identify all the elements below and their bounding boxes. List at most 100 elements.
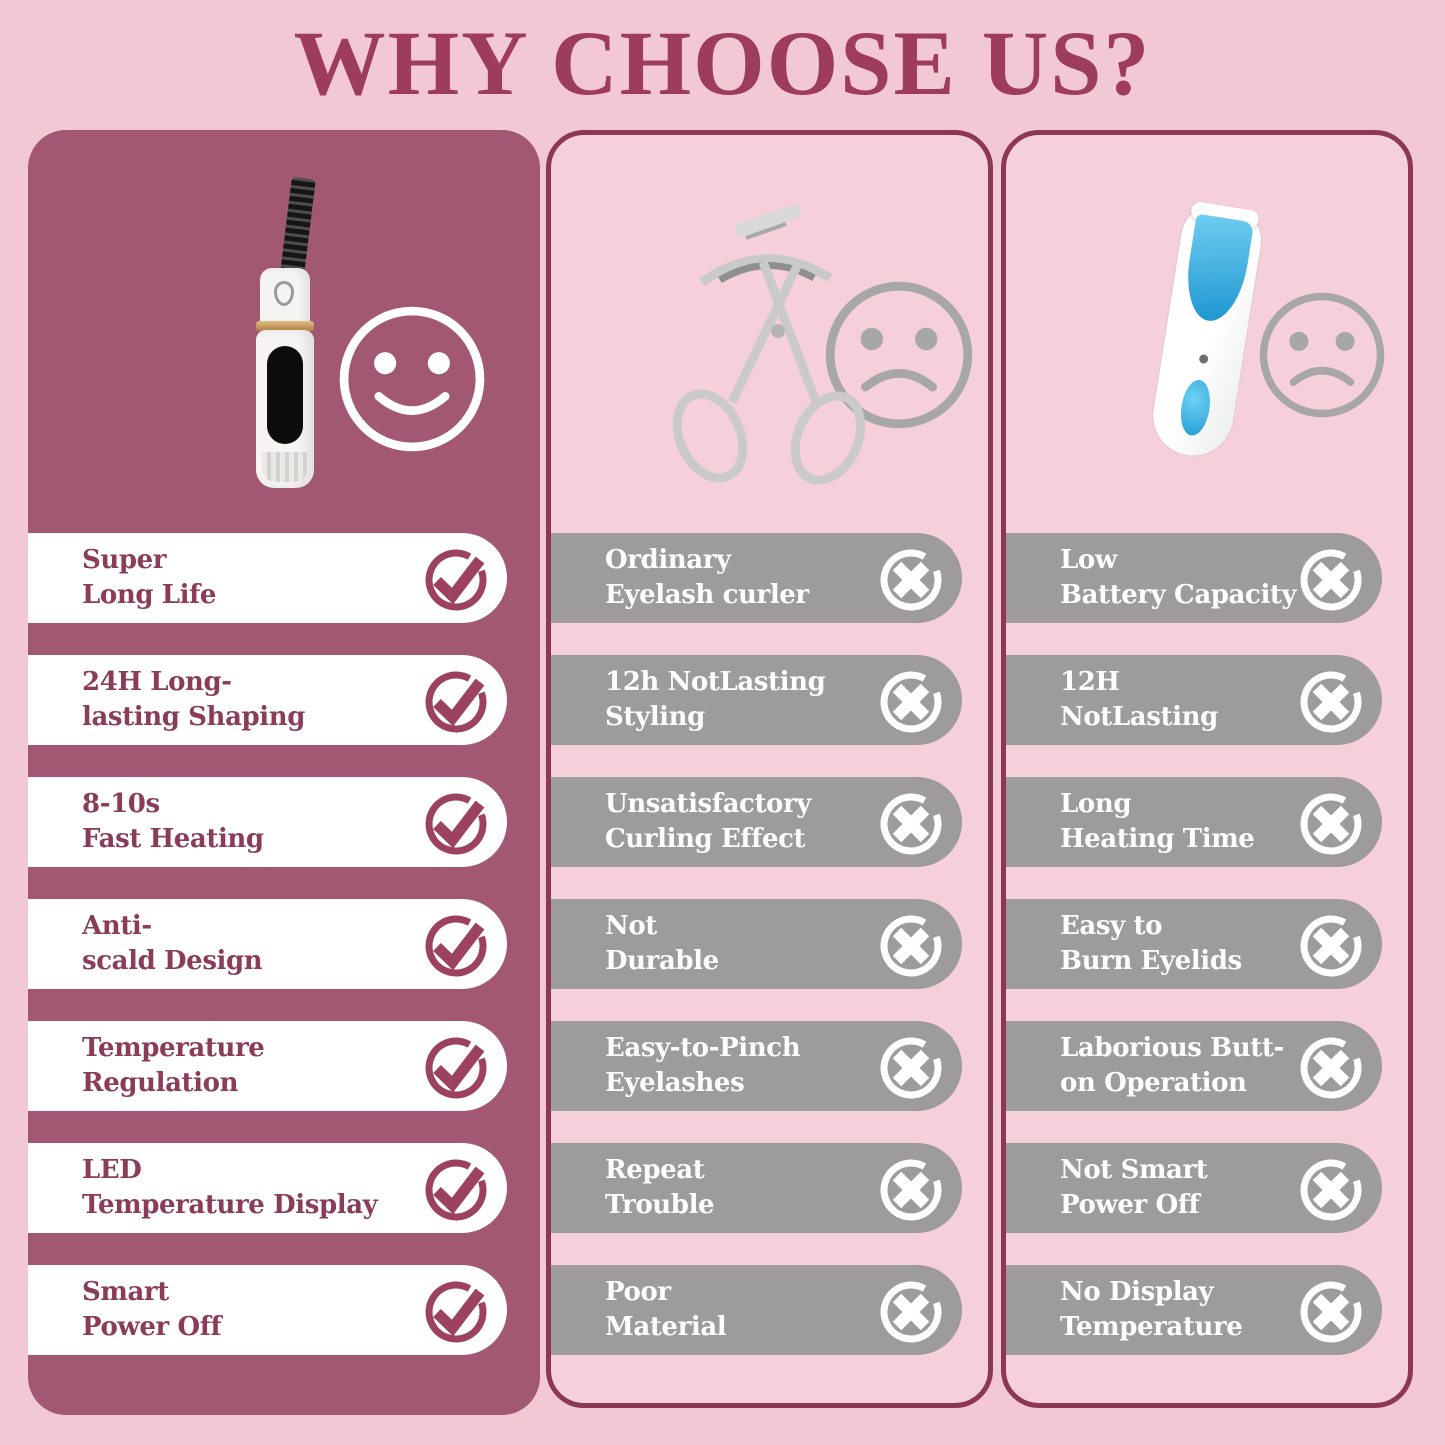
feature-text-line2: Fast Heating — [82, 824, 264, 854]
pill-icon-holder — [420, 786, 492, 858]
feature-text-line1: Poor — [605, 1277, 671, 1307]
feature-text-line1: 24H Long- — [82, 667, 232, 697]
our-feature-rows: Super Long Life 24H Long- lasting Shapin… — [28, 533, 540, 1387]
feature-text: 24H Long- lasting Shaping — [28, 665, 420, 735]
feature-text: LED Temperature Display — [28, 1153, 420, 1223]
x-circle-icon — [875, 1152, 947, 1224]
feature-pill: Low Battery Capacity — [1006, 533, 1382, 623]
feature-text-line2: Regulation — [82, 1068, 239, 1098]
our-product-column: Super Long Life 24H Long- lasting Shapin… — [28, 130, 540, 1415]
feature-text: Repeat Trouble — [551, 1153, 875, 1223]
feature-text-line2: scald Design — [82, 946, 263, 976]
feature-pill: LED Temperature Display — [28, 1143, 507, 1233]
feature-text-line2: Material — [605, 1312, 727, 1342]
ordinary-curler-column: Ordinary Eyelash curler 12h NotLasting S… — [546, 130, 993, 1408]
feature-text-line2: Battery Capacity — [1060, 580, 1297, 610]
feature-text: Unsatisfactory Curling Effect — [551, 787, 875, 857]
feature-text-line1: Not Smart — [1060, 1155, 1208, 1185]
pill-icon-holder — [1295, 1274, 1367, 1346]
feature-pill: Long Heating Time — [1006, 777, 1382, 867]
feature-text-line1: Repeat — [605, 1155, 705, 1185]
x-circle-icon — [875, 1274, 947, 1346]
feature-text-line2: Temperature — [1060, 1312, 1243, 1342]
x-circle-icon — [1295, 908, 1367, 980]
feature-text: Low Battery Capacity — [1006, 543, 1297, 613]
check-circle-icon — [420, 786, 492, 858]
pill-icon-holder — [420, 908, 492, 980]
feature-pill: No Display Temperature — [1006, 1265, 1382, 1355]
feature-text-line2: NotLasting — [1060, 702, 1218, 732]
x-circle-icon — [875, 1030, 947, 1102]
competitor-product-area — [1006, 135, 1408, 535]
feature-text-line1: Temperature — [82, 1033, 265, 1063]
led-display — [267, 346, 303, 444]
pill-icon-holder — [875, 1152, 947, 1224]
feature-text-line1: Not — [605, 911, 657, 941]
feature-pill: Repeat Trouble — [551, 1143, 962, 1233]
feature-text-line2: Trouble — [605, 1190, 715, 1220]
ordinary-feature-rows: Ordinary Eyelash curler 12h NotLasting S… — [551, 533, 988, 1387]
pill-icon-holder — [875, 542, 947, 614]
pill-icon-holder — [1295, 786, 1367, 858]
feature-text-line1: LED — [82, 1155, 142, 1185]
feature-pill: Laborious Butt- on Operation — [1006, 1021, 1382, 1111]
check-circle-icon — [420, 908, 492, 980]
feature-text: Easy to Burn Eyelids — [1006, 909, 1295, 979]
feature-text: Not Durable — [551, 909, 875, 979]
feature-text-line2: Burn Eyelids — [1060, 946, 1242, 976]
feature-text: No Display Temperature — [1006, 1275, 1295, 1345]
gold-band — [256, 321, 314, 331]
pill-icon-holder — [420, 1274, 492, 1346]
check-circle-icon — [420, 1152, 492, 1224]
feature-text: Temperature Regulation — [28, 1031, 420, 1101]
competitor-curler-image — [1133, 192, 1284, 478]
feature-text-line2: Eyelash curler — [605, 580, 809, 610]
check-circle-icon — [420, 542, 492, 614]
feature-text-line1: 8-10s — [82, 789, 160, 819]
x-circle-icon — [875, 786, 947, 858]
feature-text-line1: Easy-to-Pinch — [605, 1033, 801, 1063]
feature-text-line2: Power Off — [82, 1312, 222, 1342]
feature-text: 12H NotLasting — [1006, 665, 1295, 735]
pill-icon-holder — [875, 1274, 947, 1346]
feature-pill: Poor Material — [551, 1265, 962, 1355]
pill-icon-holder — [1295, 1152, 1367, 1224]
feature-text: Smart Power Off — [28, 1275, 420, 1345]
feature-text: Not Smart Power Off — [1006, 1153, 1295, 1223]
feature-text-line2: Temperature Display — [82, 1190, 378, 1220]
feature-text-line1: Unsatisfactory — [605, 789, 812, 819]
x-circle-icon — [1295, 786, 1367, 858]
pill-icon-holder — [1295, 908, 1367, 980]
feature-pill: Unsatisfactory Curling Effect — [551, 777, 962, 867]
feature-text-line1: Smart — [82, 1277, 169, 1307]
feature-text-line2: Eyelashes — [605, 1068, 745, 1098]
feature-text-line2: Durable — [605, 946, 719, 976]
feature-pill: Temperature Regulation — [28, 1021, 507, 1111]
feature-text: Poor Material — [551, 1275, 875, 1345]
curler-comb — [280, 176, 316, 276]
feature-text-line2: Power Off — [1060, 1190, 1200, 1220]
sad-face-icon — [1254, 287, 1390, 423]
comparison-panels: Super Long Life 24H Long- lasting Shapin… — [28, 130, 1413, 1415]
pill-icon-holder — [875, 786, 947, 858]
feature-text-line2: Long Life — [82, 580, 217, 610]
feature-pill: Super Long Life — [28, 533, 507, 623]
feature-text: Super Long Life — [28, 543, 420, 613]
ordinary-eyelash-curler-image — [672, 205, 866, 485]
check-circle-icon — [420, 1030, 492, 1102]
feature-text-line1: 12h NotLasting — [605, 667, 826, 697]
feature-text-line2: Styling — [605, 702, 705, 732]
feature-text-line1: Long — [1060, 789, 1132, 819]
pill-icon-holder — [420, 1030, 492, 1102]
pill-icon-holder — [875, 664, 947, 736]
x-circle-icon — [1295, 1152, 1367, 1224]
feature-text-line1: Low — [1060, 545, 1117, 575]
grip-ridges — [262, 452, 308, 482]
competitor-feature-rows: Low Battery Capacity 12H NotLasting Long… — [1006, 533, 1408, 1387]
feature-text-line1: Laborious Butt- — [1060, 1033, 1284, 1063]
x-circle-icon — [1295, 1274, 1367, 1346]
x-circle-icon — [875, 664, 947, 736]
smiley-face-icon — [333, 300, 491, 458]
feature-pill: 12h NotLasting Styling — [551, 655, 962, 745]
pill-icon-holder — [875, 908, 947, 980]
